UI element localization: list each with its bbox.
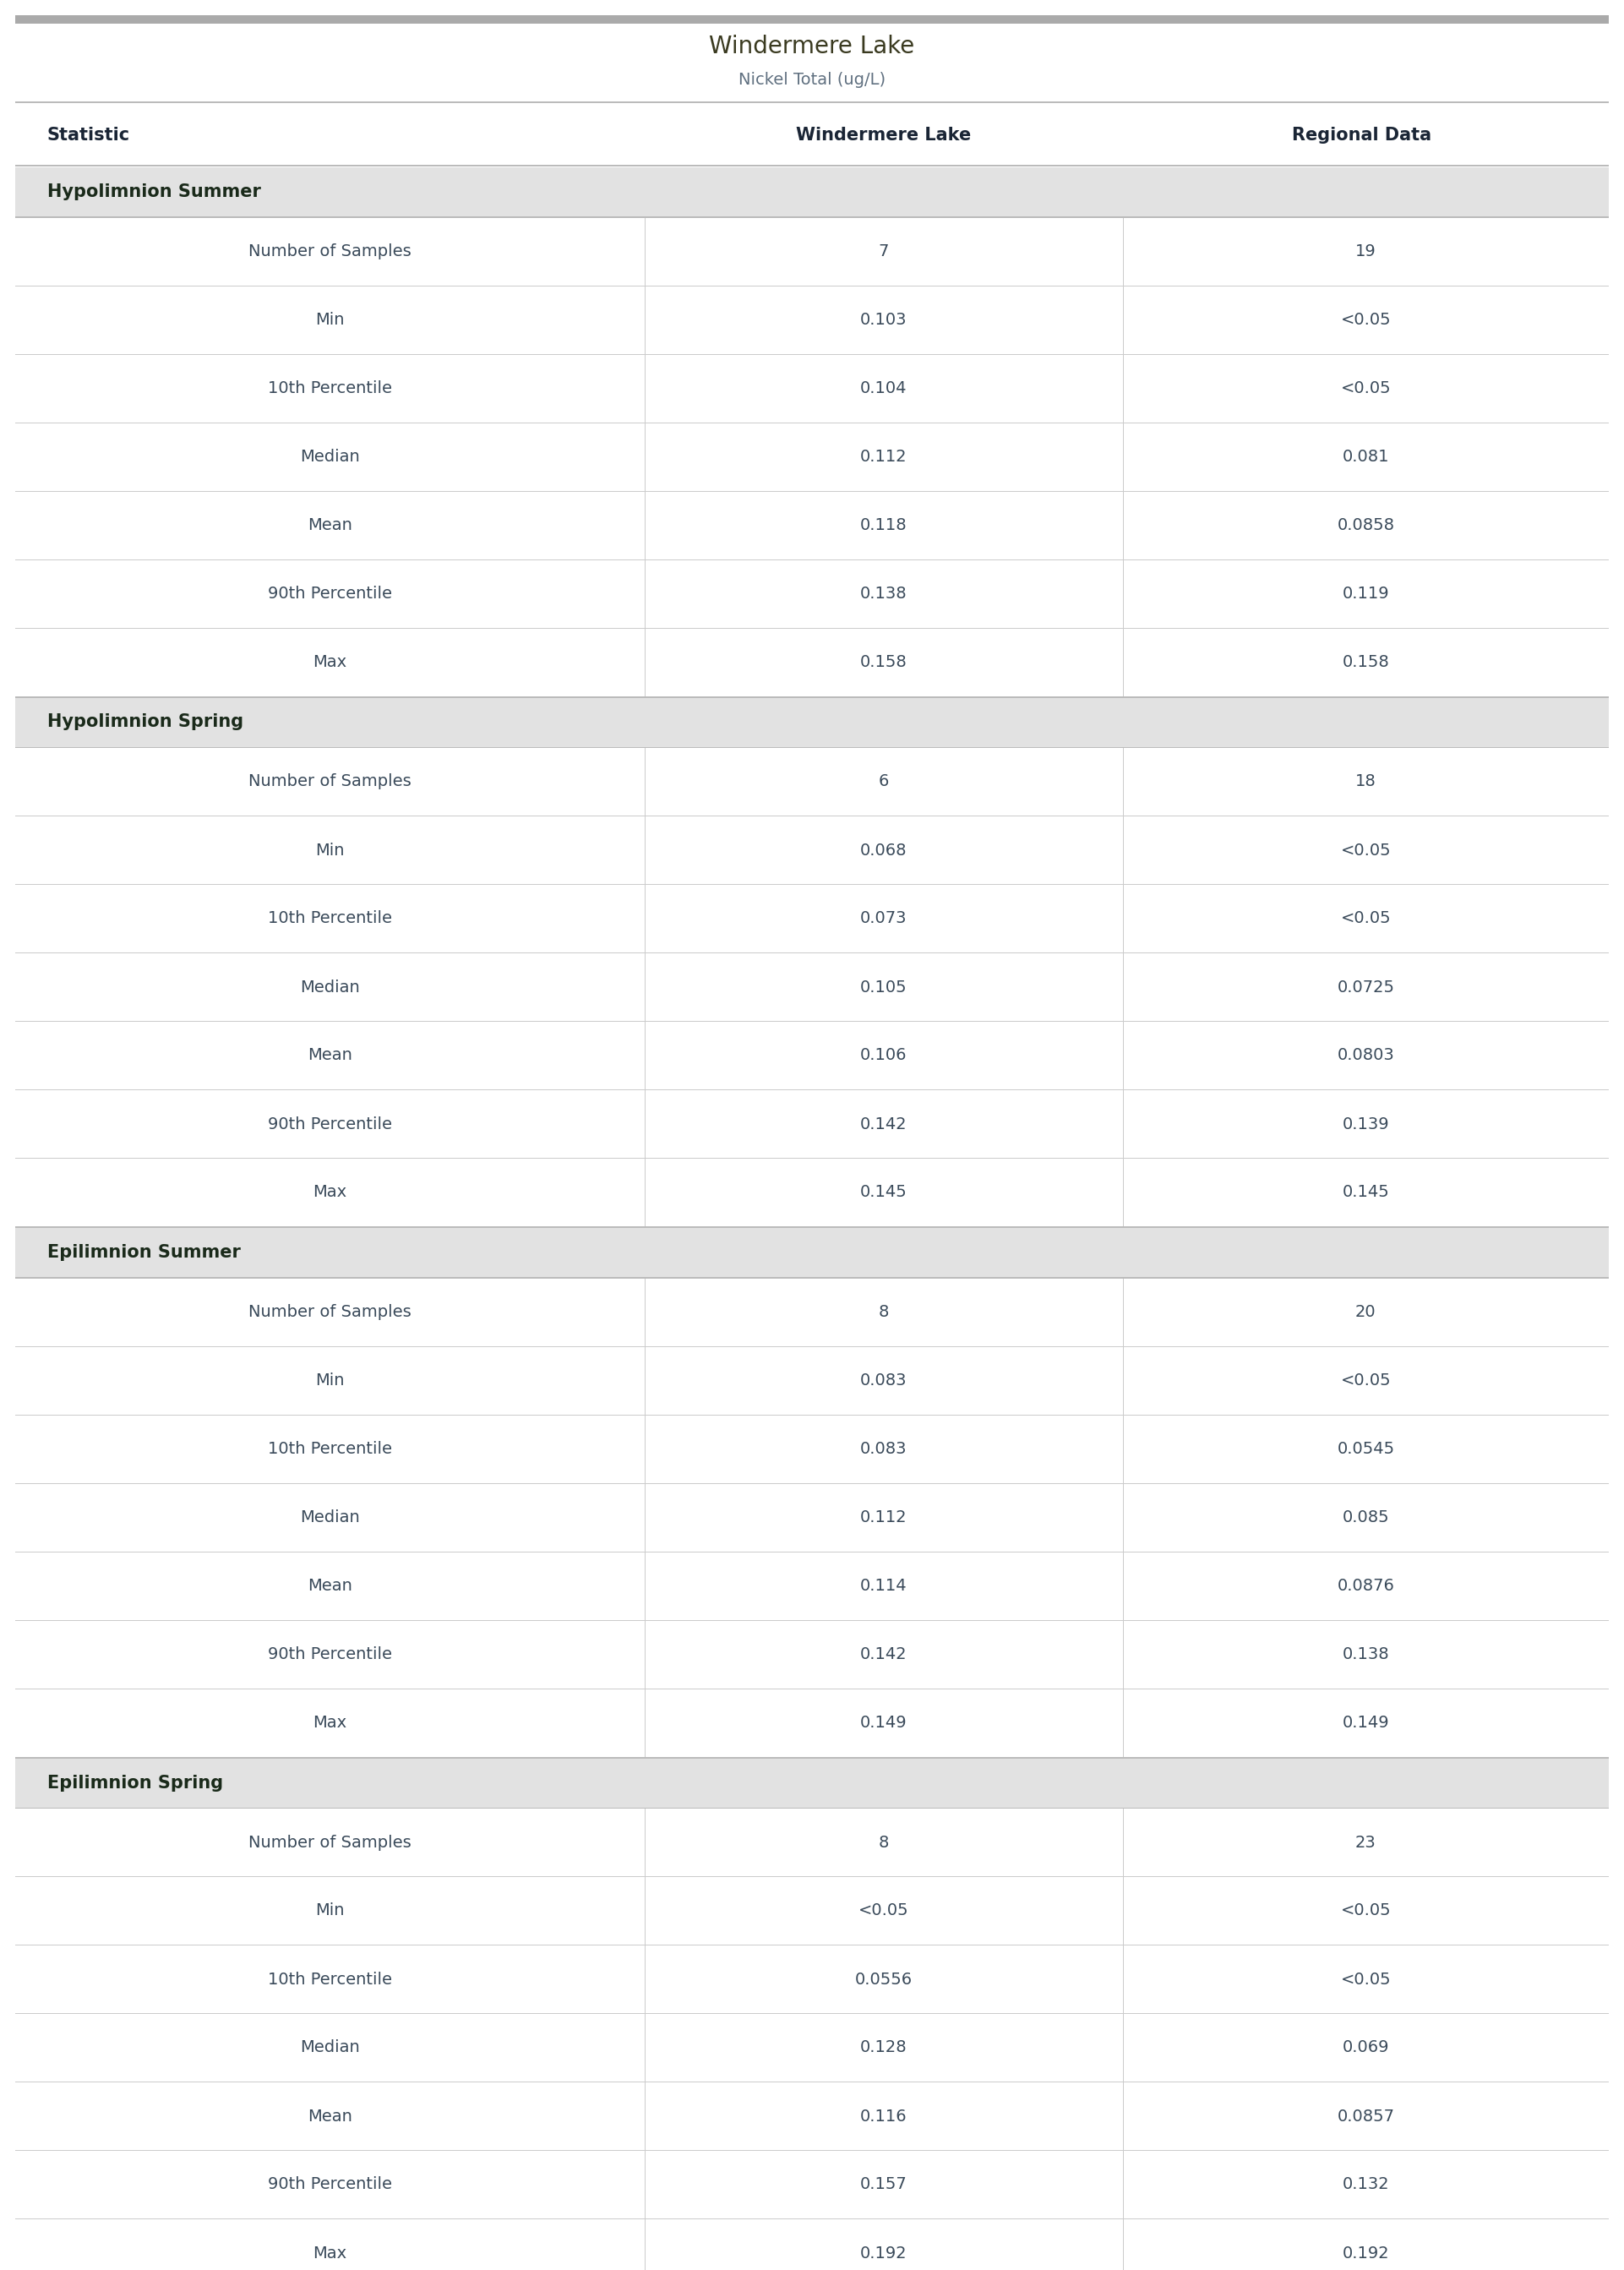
Text: 18: 18 [1356,774,1376,790]
Text: Median: Median [300,978,361,994]
Text: <0.05: <0.05 [1340,910,1392,926]
Text: 0.118: 0.118 [861,518,908,533]
Text: Mean: Mean [307,2109,352,2125]
Text: 0.114: 0.114 [861,1578,908,1594]
Text: Number of Samples: Number of Samples [248,1834,411,1850]
Text: 0.112: 0.112 [861,1510,908,1525]
Text: Nickel Total (ug/L): Nickel Total (ug/L) [739,73,885,89]
Text: 0.0858: 0.0858 [1337,518,1395,533]
Text: <0.05: <0.05 [859,1902,909,1918]
Text: 10th Percentile: 10th Percentile [268,910,391,926]
Text: 8: 8 [879,1303,888,1321]
Text: 10th Percentile: 10th Percentile [268,381,391,397]
Text: 19: 19 [1356,243,1376,259]
Text: 0.083: 0.083 [861,1373,908,1389]
Text: 0.142: 0.142 [861,1117,908,1133]
Text: 7: 7 [879,243,888,259]
Text: Max: Max [313,2245,348,2261]
Text: 0.128: 0.128 [861,2041,908,2057]
Text: Median: Median [300,2041,361,2057]
Text: <0.05: <0.05 [1340,311,1392,327]
Text: <0.05: <0.05 [1340,1373,1392,1389]
Text: 90th Percentile: 90th Percentile [268,1646,391,1662]
Text: 0.138: 0.138 [861,586,908,602]
Text: Regional Data: Regional Data [1293,127,1431,143]
Text: 0.157: 0.157 [861,2177,908,2193]
Text: <0.05: <0.05 [1340,1970,1392,1986]
Text: 10th Percentile: 10th Percentile [268,1441,391,1457]
Text: <0.05: <0.05 [1340,842,1392,858]
Text: 0.069: 0.069 [1343,2041,1389,2057]
Text: 0.105: 0.105 [861,978,908,994]
Text: Number of Samples: Number of Samples [248,1303,411,1321]
Text: 90th Percentile: 90th Percentile [268,586,391,602]
Text: 0.0857: 0.0857 [1337,2109,1395,2125]
Text: Min: Min [315,842,344,858]
Bar [15,16,1609,23]
Text: 0.132: 0.132 [1343,2177,1389,2193]
Text: Max: Max [313,1714,348,1730]
Text: 0.158: 0.158 [1341,654,1389,670]
Text: Epilimnion Spring: Epilimnion Spring [47,1775,222,1791]
Text: Min: Min [315,311,344,327]
Text: 0.119: 0.119 [1343,586,1389,602]
Text: 0.149: 0.149 [861,1714,908,1730]
Text: 0.192: 0.192 [1343,2245,1389,2261]
Text: 0.0803: 0.0803 [1337,1046,1395,1065]
Text: 0.068: 0.068 [861,842,908,858]
Text: Min: Min [315,1373,344,1389]
Text: 10th Percentile: 10th Percentile [268,1970,391,1986]
Text: Median: Median [300,449,361,465]
Text: 0.073: 0.073 [861,910,908,926]
Text: 0.104: 0.104 [861,381,908,397]
Text: <0.05: <0.05 [1340,381,1392,397]
Bar [15,1228,1609,1278]
Text: 0.142: 0.142 [861,1646,908,1662]
Text: 0.081: 0.081 [1343,449,1389,465]
Text: Mean: Mean [307,518,352,533]
Text: 0.158: 0.158 [861,654,908,670]
Text: Hypolimnion Summer: Hypolimnion Summer [47,184,261,200]
Text: Epilimnion Summer: Epilimnion Summer [47,1244,240,1260]
Text: 0.139: 0.139 [1343,1117,1389,1133]
Text: Number of Samples: Number of Samples [248,774,411,790]
Text: 23: 23 [1356,1834,1376,1850]
Bar [15,168,1609,216]
Text: 0.0876: 0.0876 [1337,1578,1395,1594]
Text: Mean: Mean [307,1046,352,1065]
Text: 0.138: 0.138 [1343,1646,1389,1662]
Text: Statistic: Statistic [47,127,130,143]
Text: Mean: Mean [307,1578,352,1594]
Text: 0.0556: 0.0556 [854,1970,913,1986]
Text: 8: 8 [879,1834,888,1850]
Text: 90th Percentile: 90th Percentile [268,2177,391,2193]
Text: Windermere Lake: Windermere Lake [710,34,914,59]
Bar [15,1759,1609,1807]
Text: 0.0545: 0.0545 [1337,1441,1395,1457]
Text: Min: Min [315,1902,344,1918]
Text: 0.083: 0.083 [861,1441,908,1457]
Text: 0.112: 0.112 [861,449,908,465]
Text: Number of Samples: Number of Samples [248,243,411,259]
Text: Median: Median [300,1510,361,1525]
Text: 0.103: 0.103 [861,311,908,327]
Text: Max: Max [313,1185,348,1201]
Text: 0.106: 0.106 [861,1046,908,1065]
Text: 90th Percentile: 90th Percentile [268,1117,391,1133]
Text: 6: 6 [879,774,888,790]
Text: 0.149: 0.149 [1343,1714,1389,1730]
Text: Windermere Lake: Windermere Lake [796,127,971,143]
Text: <0.05: <0.05 [1340,1902,1392,1918]
Text: Hypolimnion Spring: Hypolimnion Spring [47,713,244,731]
Text: 0.192: 0.192 [861,2245,908,2261]
Text: 0.0725: 0.0725 [1337,978,1395,994]
Text: 0.145: 0.145 [1341,1185,1389,1201]
Text: 0.085: 0.085 [1343,1510,1389,1525]
Text: 20: 20 [1356,1303,1376,1321]
Text: 0.145: 0.145 [861,1185,908,1201]
Text: Max: Max [313,654,348,670]
Text: 0.116: 0.116 [861,2109,908,2125]
Bar [15,697,1609,747]
